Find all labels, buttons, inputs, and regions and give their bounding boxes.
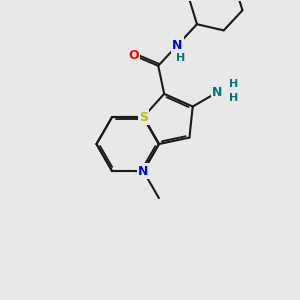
Text: H: H bbox=[229, 93, 238, 103]
Text: O: O bbox=[128, 49, 139, 62]
Text: N: N bbox=[138, 165, 148, 178]
Text: N: N bbox=[212, 86, 222, 99]
Text: N: N bbox=[138, 165, 148, 178]
Text: S: S bbox=[139, 110, 148, 124]
Text: H: H bbox=[229, 79, 238, 89]
Text: H: H bbox=[176, 53, 185, 63]
Text: N: N bbox=[172, 39, 183, 52]
